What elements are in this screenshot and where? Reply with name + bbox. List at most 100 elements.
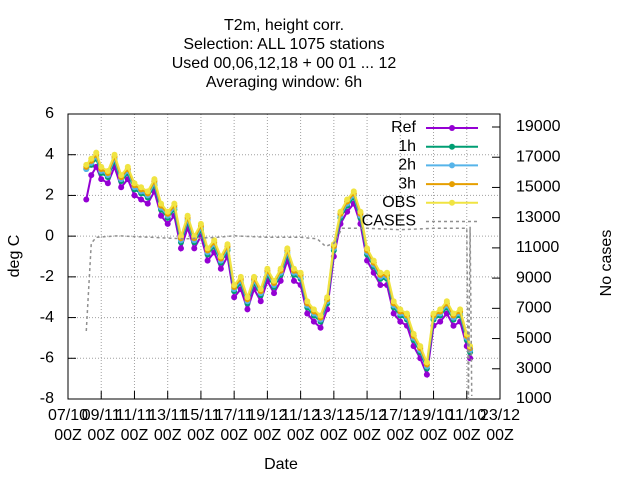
data-point [257,298,264,305]
data-point [197,220,204,227]
x-tick-label: 19/10 00Z [413,407,454,444]
y-tick-label: 0 [45,227,54,244]
data-point [217,253,224,260]
y-tick-label: -4 [40,309,54,326]
data-point [244,306,251,313]
data-point [237,273,244,280]
data-point [284,245,291,252]
x-tick-label: 07/10 00Z [47,407,89,444]
data-point [83,196,90,203]
data-point [98,163,105,170]
y2-tick-label: 15000 [516,179,561,196]
data-point [158,212,165,219]
data-point [217,265,224,272]
data-point [423,359,430,366]
data-point [204,257,211,264]
y-tick-label: -8 [40,390,54,407]
data-point [350,188,357,195]
data-point [297,269,304,276]
data-point [184,212,191,219]
legend-label: CASES [362,213,416,230]
x-tick-label: 19/12 00Z [247,407,288,444]
data-point [443,298,450,305]
chart-title: Used 00,06,12,18 + 00 01 ... 12 [172,55,397,72]
data-point [310,318,317,325]
data-point [377,269,384,276]
data-point [231,294,238,301]
data-point [450,322,457,329]
data-point [138,196,145,203]
data-point [377,282,384,288]
data-point [104,180,111,187]
y2-tick-label: 5000 [516,330,552,347]
legend-marker [449,125,455,131]
data-point [324,294,331,301]
data-point [98,176,105,183]
data-point [337,208,344,215]
y-tick-label: -2 [40,268,54,285]
data-point [131,192,138,199]
data-point [410,330,417,337]
x-tick-label: 09/11 00Z [81,407,121,444]
legend-label: OBS [382,194,416,211]
x-tick-label: 17/11 00Z [214,407,254,444]
data-point [257,286,264,293]
data-point [104,168,111,174]
data-point [384,269,391,276]
x-tick-label: 23/12 00Z [479,407,521,444]
data-point [251,273,258,280]
data-point [124,163,131,170]
data-point [164,220,171,227]
x-axis-label: Date [264,456,298,473]
data-point [83,161,90,168]
data-point [397,318,404,325]
y2-tick-label: 9000 [516,269,552,286]
data-point [344,196,351,203]
x-tick-label: 11/11 00Z [115,407,154,444]
y-axis-label: deg C [6,235,23,278]
y2-tick-label: 17000 [516,148,561,165]
legend-marker [449,162,455,169]
legend-label: 3h [398,175,416,192]
data-point [304,298,311,305]
data-point [177,233,184,240]
data-point [118,184,125,191]
y2-tick-label: 11000 [516,239,559,256]
legend-marker [449,199,455,206]
data-point [191,233,198,240]
data-point [244,294,251,301]
data-point [304,310,311,317]
data-point [177,245,184,252]
x-tick-label: 13/12 00Z [313,407,354,444]
data-point [390,310,397,317]
data-point [417,343,424,350]
data-point [450,310,457,317]
data-point [131,180,138,187]
data-point [364,245,371,252]
y2-tick-label: 1000 [516,390,552,407]
data-point [437,318,444,325]
data-point [93,149,100,156]
data-point [317,312,324,319]
data-point [370,257,377,264]
data-point [204,245,211,252]
x-tick-label: 13/11 00Z [148,407,188,444]
x-tick-label: 17/12 00Z [380,407,421,444]
legend-label: Ref [391,119,416,136]
data-point [290,277,297,284]
y-tick-label: -6 [40,350,54,367]
data-point [290,265,297,272]
y-tick-label: 4 [45,146,54,163]
x-tick-label: 15/11 00Z [181,407,221,444]
data-point [397,306,404,313]
data-point [224,241,231,248]
data-point [277,265,284,272]
data-point [211,237,218,244]
data-point [330,241,337,248]
y2-tick-label: 19000 [516,118,561,135]
series-line [85,226,473,400]
data-point [271,277,278,284]
data-point [423,371,430,378]
data-point [88,155,95,162]
